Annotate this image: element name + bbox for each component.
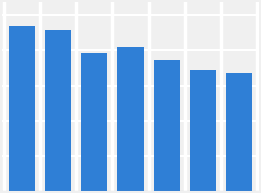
Bar (45, 30, 71, 191)
Bar (81, 52, 107, 191)
Bar (9, 26, 35, 191)
Bar (190, 70, 216, 191)
Bar (226, 73, 252, 191)
Bar (154, 60, 180, 191)
Bar (117, 47, 144, 191)
